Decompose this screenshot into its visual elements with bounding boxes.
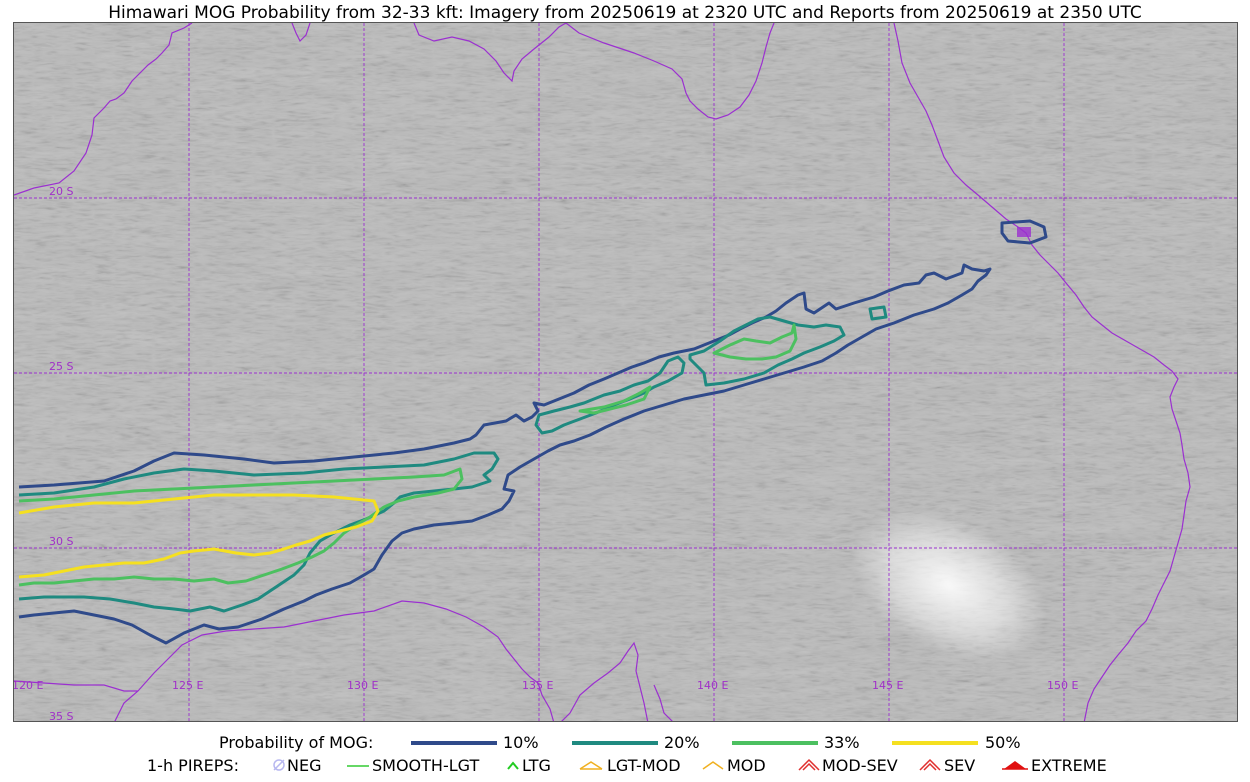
probability-legend-label: Probability of MOG:	[219, 733, 374, 752]
legend-swatch-10pct	[411, 741, 497, 745]
legend-label-mod-sev: MOD-SEV	[822, 756, 898, 775]
legend-label-sev: SEV	[944, 756, 976, 775]
mod-icon	[702, 761, 724, 770]
lon-label-130: 130 E	[347, 679, 378, 692]
legend-swatch-33pct	[732, 741, 818, 745]
lat-label-20s: 20 S	[49, 185, 73, 198]
pireps-legend: 1-h PIREPS: NEG SMOOTH-LGT LTG LGT-MOD M…	[0, 756, 1250, 776]
legend-swatch-20pct	[572, 741, 658, 745]
probability-legend: Probability of MOG: 10% 20% 33% 50%	[0, 733, 1250, 753]
legend-label-mod: MOD	[727, 756, 766, 775]
contour-10pct	[18, 263, 992, 645]
extreme-icon	[1002, 761, 1028, 770]
lon-label-150: 150 E	[1047, 679, 1078, 692]
cloud-fine-texture	[14, 23, 1237, 721]
map-panel[interactable]: 120 E 125 E 130 E 135 E 140 E 145 E 150 …	[13, 22, 1238, 722]
lat-label-25s: 25 S	[49, 360, 73, 373]
coastline-south	[114, 600, 555, 721]
legend-label-33pct: 33%	[824, 733, 860, 752]
pireps-legend-label: 1-h PIREPS:	[147, 756, 239, 775]
contour-50pct	[18, 493, 380, 579]
legend-label-extreme: EXTREME	[1031, 756, 1107, 775]
coastlines	[14, 23, 1191, 721]
lon-label-145: 145 E	[872, 679, 903, 692]
mog-contours	[18, 219, 1048, 645]
chart-title: Himawari MOG Probability from 32-33 kft:…	[108, 3, 1142, 23]
legend-label-20pct: 20%	[664, 733, 700, 752]
coastline-east	[893, 23, 1191, 721]
lon-label-125: 125 E	[172, 679, 203, 692]
coastline-spencer-gulf	[561, 641, 649, 721]
graticule	[14, 23, 1237, 721]
contour-20pct-east	[688, 315, 846, 387]
contour-20pct-mid	[534, 355, 686, 435]
legend-swatch-50pct	[892, 741, 978, 745]
contour-33pct-east	[712, 323, 798, 361]
island-east	[1017, 227, 1031, 237]
contour-20pct-small	[868, 305, 888, 321]
lat-label-35s: 35 S	[49, 710, 73, 722]
smooth-lgt-icon	[347, 765, 369, 767]
lon-label-140: 140 E	[697, 679, 728, 692]
mod-sev-icon	[798, 758, 820, 771]
contour-10pct-east	[1000, 219, 1048, 245]
ltg-icon	[507, 761, 519, 770]
coastline-northwest	[14, 23, 193, 196]
legend-label-ltg: LTG	[522, 756, 551, 775]
map-canvas[interactable]: 120 E 125 E 130 E 135 E 140 E 145 E 150 …	[14, 23, 1238, 722]
sev-icon	[919, 758, 941, 771]
storm-cloud-bright	[851, 509, 1047, 661]
lon-label-135: 135 E	[522, 679, 553, 692]
lat-label-30s: 30 S	[49, 535, 73, 548]
contour-33pct-mid	[578, 385, 652, 415]
coastline-gulf-carpentaria	[565, 23, 775, 120]
neg-icon	[273, 759, 285, 771]
coastline-vic	[653, 684, 673, 721]
legend-label-50pct: 50%	[985, 733, 1021, 752]
coastline-gulf-west	[291, 23, 311, 43]
legend-label-neg: NEG	[287, 756, 322, 775]
legend-label-lgt-mod: LGT-MOD	[607, 756, 681, 775]
coastline-top-end	[413, 23, 567, 83]
legend-label-10pct: 10%	[503, 733, 539, 752]
contour-33pct	[18, 467, 464, 587]
lgt-mod-icon	[579, 761, 603, 770]
lon-label-120: 120 E	[14, 679, 43, 692]
coastline-southwest	[14, 680, 138, 692]
legend-label-smooth-lgt: SMOOTH-LGT	[372, 756, 480, 775]
